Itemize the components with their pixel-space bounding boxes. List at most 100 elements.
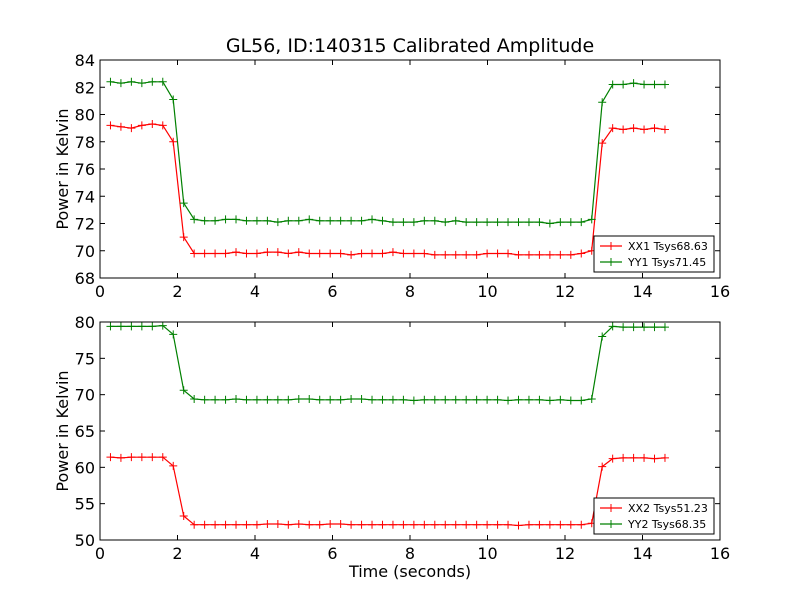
data-point	[294, 216, 303, 225]
data-point	[232, 215, 241, 224]
y-axis-label: Power in Kelvin	[53, 370, 72, 491]
data-point	[441, 250, 450, 259]
data-point	[660, 453, 669, 462]
y-tick-label: 82	[75, 78, 95, 97]
data-point	[368, 215, 377, 224]
data-point	[378, 395, 387, 404]
data-point	[598, 98, 607, 107]
data-point	[619, 80, 628, 89]
data-point	[388, 218, 397, 227]
x-axis-label: Time (seconds)	[348, 562, 471, 581]
data-point	[190, 395, 199, 404]
data-point	[378, 249, 387, 258]
data-point	[378, 520, 387, 529]
data-point	[263, 395, 272, 404]
data-point	[640, 323, 649, 332]
data-point	[451, 520, 460, 529]
data-point	[368, 249, 377, 258]
data-point	[462, 218, 471, 227]
data-point	[211, 249, 220, 258]
x-tick-label: 2	[172, 282, 182, 301]
data-point	[577, 249, 586, 258]
data-point	[409, 520, 418, 529]
data-point	[483, 249, 492, 258]
data-point	[232, 395, 241, 404]
data-point	[127, 322, 136, 331]
y-tick-label: 70	[75, 386, 95, 405]
data-point	[294, 520, 303, 529]
data-point	[242, 249, 251, 258]
data-point	[347, 395, 356, 404]
data-point	[242, 395, 251, 404]
data-point	[598, 462, 607, 471]
data-point	[242, 520, 251, 529]
data-point	[441, 520, 450, 529]
x-tick-label: 16	[710, 282, 730, 301]
data-point	[190, 215, 199, 224]
data-point	[619, 453, 628, 462]
x-tick-label: 6	[327, 544, 337, 563]
data-point	[190, 249, 199, 258]
data-point	[556, 218, 565, 227]
data-point	[472, 250, 481, 259]
data-point	[566, 396, 575, 405]
data-point	[169, 95, 178, 104]
data-point	[388, 248, 397, 257]
data-point	[179, 199, 188, 208]
data-point	[514, 521, 523, 530]
data-point	[587, 215, 596, 224]
data-point	[640, 453, 649, 462]
data-point	[273, 520, 282, 529]
data-point	[252, 395, 261, 404]
x-tick-label: 10	[477, 544, 497, 563]
data-point	[409, 249, 418, 258]
x-tick-label: 14	[632, 544, 652, 563]
data-point	[420, 395, 429, 404]
y-axis-label: Power in Kelvin	[53, 108, 72, 229]
y-tick-label: 84	[75, 51, 95, 70]
data-point	[472, 218, 481, 227]
data-point	[221, 395, 230, 404]
data-point	[305, 395, 314, 404]
data-point	[211, 520, 220, 529]
data-point	[179, 512, 188, 521]
y-tick-label: 78	[75, 133, 95, 152]
data-point	[514, 250, 523, 259]
data-point	[420, 249, 429, 258]
y-tick-label: 76	[75, 160, 95, 179]
chart-panel-2: 0 2 4 6 8 10 12 14 16 50 55 60 65 70 75 80 Power in Kelv…	[53, 313, 730, 581]
data-point	[493, 395, 502, 404]
data-point	[336, 249, 345, 258]
data-point	[284, 395, 293, 404]
data-point	[137, 79, 146, 88]
data-point	[524, 395, 533, 404]
y-tick-label: 75	[75, 349, 95, 368]
data-point	[514, 218, 523, 227]
data-point	[430, 520, 439, 529]
data-point	[252, 520, 261, 529]
data-point	[483, 218, 492, 227]
data-point	[629, 453, 638, 462]
data-point	[284, 249, 293, 258]
data-point	[158, 453, 167, 462]
data-point	[472, 395, 481, 404]
data-point	[587, 395, 596, 404]
legend-box	[593, 235, 715, 273]
data-point	[211, 395, 220, 404]
data-point	[315, 395, 324, 404]
data-point	[294, 248, 303, 257]
data-point	[566, 218, 575, 227]
y-tick-label: 55	[75, 495, 95, 514]
data-point	[388, 395, 397, 404]
data-point	[305, 249, 314, 258]
legend-entry: XX2 Tsys51.23	[600, 502, 708, 515]
data-point	[179, 233, 188, 242]
data-point	[127, 77, 136, 86]
data-point	[608, 454, 617, 463]
y-tick-label: 80	[75, 313, 95, 332]
data-point	[577, 218, 586, 227]
data-point	[451, 250, 460, 259]
data-point	[169, 330, 178, 339]
data-point	[273, 248, 282, 257]
data-point	[221, 215, 230, 224]
